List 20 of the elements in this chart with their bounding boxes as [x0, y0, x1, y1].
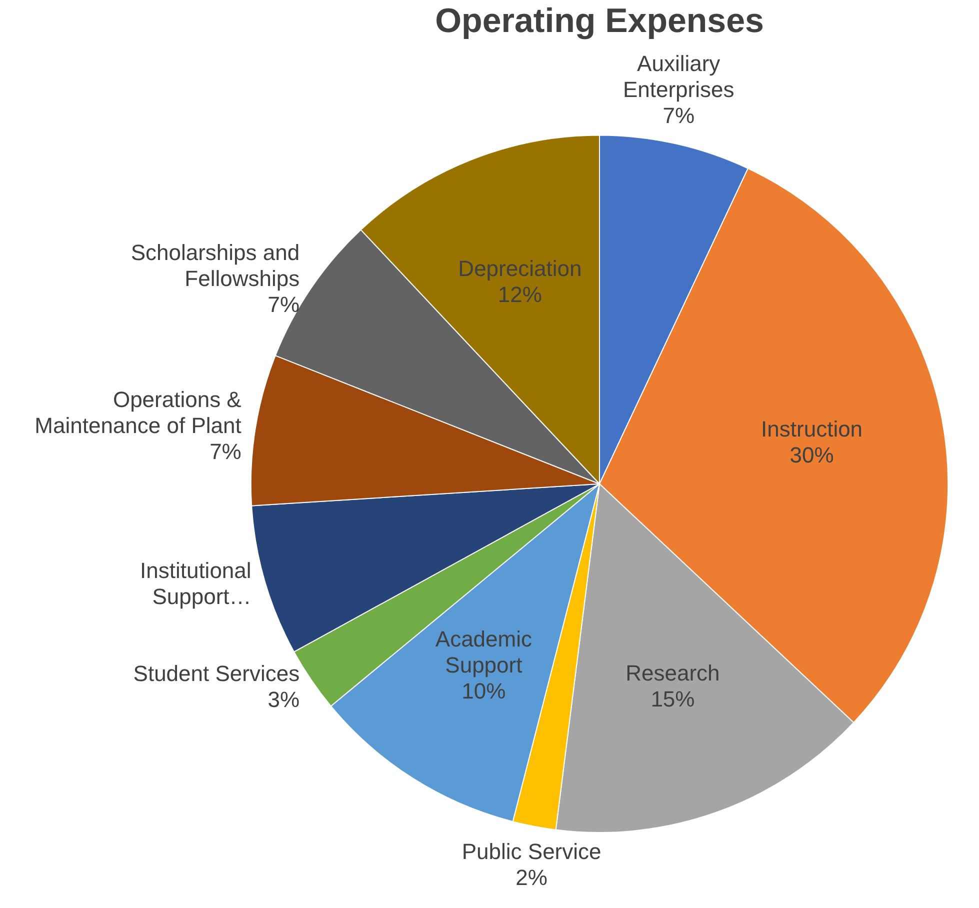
data-label: 15% [650, 686, 695, 712]
data-label: 30% [790, 442, 834, 468]
slice-label: Auxiliary Enterprises [622, 51, 734, 102]
slice-label: Institutional Support… [140, 558, 252, 610]
data-label: 7% [662, 103, 694, 128]
data-label: 10% [462, 678, 506, 704]
slice-label: Public Service [462, 839, 602, 864]
slice-label: Academic Support [435, 626, 532, 678]
chart-title: Operating Expenses [435, 2, 764, 40]
slice-label: Research [626, 660, 720, 686]
data-label: 2% [516, 865, 548, 890]
data-label: 7% [268, 292, 300, 318]
slice-label: Depreciation [458, 256, 582, 282]
slice-label: Scholarships and Fellowships [130, 240, 300, 292]
slice-label: Student Services [133, 660, 300, 686]
slice-label: Operations & Maintenance of Plant [34, 387, 242, 438]
data-label: 12% [498, 282, 542, 308]
slice-label: Instruction [761, 416, 863, 442]
data-label: 3% [268, 686, 300, 712]
data-label: 7% [210, 439, 242, 464]
